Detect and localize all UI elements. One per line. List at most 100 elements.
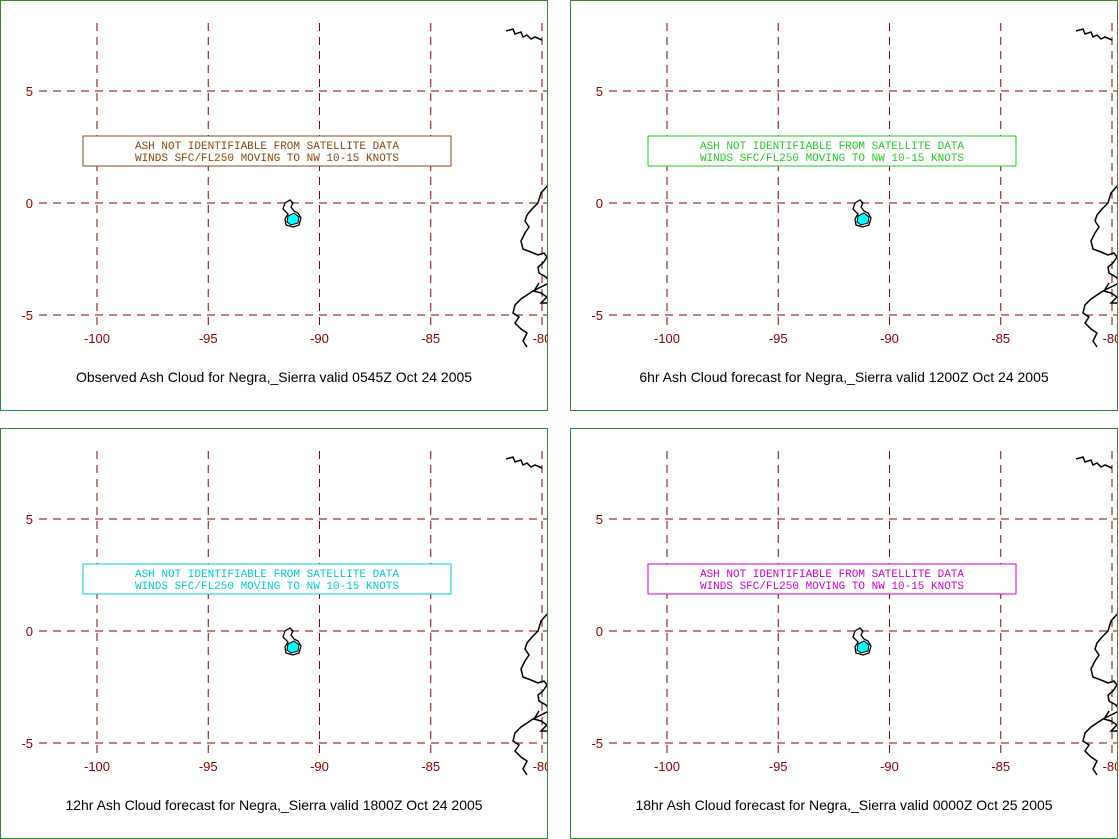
island-outline bbox=[282, 199, 302, 228]
panel-caption: 18hr Ash Cloud forecast for Negra,_Sierr… bbox=[635, 797, 1053, 813]
y-tick-label: 0 bbox=[596, 196, 603, 211]
y-tick-label: -5 bbox=[21, 736, 33, 751]
y-tick-label: 0 bbox=[26, 196, 33, 211]
grid-lines bbox=[609, 451, 1117, 754]
coastline-segment bbox=[1075, 28, 1113, 41]
x-tick-label: -85 bbox=[991, 759, 1010, 774]
coastline-segment bbox=[520, 185, 547, 280]
map-canvas: -100 -95 -90 -85 -80 5 0 -5 ASH NOT IDENTIFIAB… bbox=[591, 23, 1118, 348]
coastline bbox=[1075, 28, 1117, 348]
note-box-border bbox=[647, 563, 1017, 595]
y-axis-labels: 5 0 -5 bbox=[21, 84, 33, 323]
volcano-island bbox=[852, 199, 872, 228]
panel-caption: 6hr Ash Cloud forecast for Negra,_Sierra… bbox=[639, 369, 1049, 385]
map-panel-observed: -100 -95 -90 -85 -80 5 0 -5 ASH NOT IDENTIFIAB… bbox=[0, 0, 548, 411]
x-tick-label: -95 bbox=[199, 759, 218, 774]
volcano-marker bbox=[286, 212, 300, 226]
y-tick-label: -5 bbox=[591, 308, 603, 323]
y-axis-labels: 5 0 -5 bbox=[21, 512, 33, 751]
x-tick-label: -95 bbox=[199, 331, 218, 346]
coastline-segment bbox=[505, 456, 543, 469]
coastline-segment bbox=[1102, 710, 1117, 732]
x-axis-labels: -100 -95 -90 -85 -80 bbox=[654, 331, 1118, 346]
x-tick-label: -90 bbox=[310, 759, 329, 774]
coastline-segment bbox=[1090, 613, 1117, 708]
coastline bbox=[505, 456, 547, 776]
coastline-segment bbox=[1090, 185, 1117, 280]
x-tick-label: -90 bbox=[310, 331, 329, 346]
x-tick-label: -80 bbox=[1103, 759, 1118, 774]
grid-lines bbox=[609, 23, 1117, 326]
x-tick-label: -85 bbox=[421, 759, 440, 774]
map-canvas: -100 -95 -90 -85 -80 5 0 -5 ASH NOT IDENTIFIAB… bbox=[591, 451, 1118, 776]
note-line-2: WINDS SFC/FL250 MOVING TO NW 10-15 KNOTS bbox=[700, 581, 964, 593]
y-tick-label: 5 bbox=[26, 84, 33, 99]
note-line-2: WINDS SFC/FL250 MOVING TO NW 10-15 KNOTS bbox=[135, 153, 399, 165]
coastline-segment bbox=[532, 282, 547, 304]
ash-note-box: ASH NOT IDENTIFIABLE FROM SATELLITE DATA… bbox=[647, 563, 1017, 595]
y-tick-label: 5 bbox=[26, 512, 33, 527]
x-tick-label: -80 bbox=[533, 759, 548, 774]
note-box-border bbox=[82, 135, 452, 167]
ash-note-box: ASH NOT IDENTIFIABLE FROM SATELLITE DATA… bbox=[647, 135, 1017, 167]
x-tick-label: -85 bbox=[421, 331, 440, 346]
coastline-segment bbox=[505, 28, 543, 41]
x-tick-label: -100 bbox=[84, 331, 110, 346]
x-tick-label: -80 bbox=[533, 331, 548, 346]
x-tick-label: -95 bbox=[769, 759, 788, 774]
volcano-marker bbox=[856, 640, 870, 654]
x-tick-label: -90 bbox=[880, 331, 899, 346]
volcano-island bbox=[282, 199, 302, 228]
y-tick-label: -5 bbox=[591, 736, 603, 751]
note-box-border bbox=[647, 135, 1017, 167]
coastline-segment bbox=[520, 613, 547, 708]
x-tick-label: -95 bbox=[769, 331, 788, 346]
y-tick-label: 0 bbox=[596, 624, 603, 639]
map-canvas: -100 -95 -90 -85 -80 5 0 -5 ASH NOT IDENTIFIAB… bbox=[21, 23, 548, 348]
coastline-segment bbox=[512, 283, 547, 348]
coastline-segment bbox=[512, 711, 547, 776]
x-tick-label: -90 bbox=[880, 759, 899, 774]
x-axis-labels: -100 -95 -90 -85 -80 bbox=[84, 331, 548, 346]
x-tick-label: -100 bbox=[654, 331, 680, 346]
coastline-segment bbox=[1082, 711, 1117, 776]
note-line-1: ASH NOT IDENTIFIABLE FROM SATELLITE DATA bbox=[135, 569, 399, 581]
note-line-2: WINDS SFC/FL250 MOVING TO NW 10-15 KNOTS bbox=[135, 581, 399, 593]
note-box-border bbox=[82, 563, 452, 595]
y-axis-labels: 5 0 -5 bbox=[591, 512, 603, 751]
x-tick-label: -100 bbox=[654, 759, 680, 774]
coastline bbox=[505, 28, 547, 348]
y-tick-label: -5 bbox=[21, 308, 33, 323]
note-line-1: ASH NOT IDENTIFIABLE FROM SATELLITE DATA bbox=[700, 569, 964, 581]
x-tick-label: -100 bbox=[84, 759, 110, 774]
map-panel-18hr: -100 -95 -90 -85 -80 5 0 -5 ASH NOT IDENTIFIAB… bbox=[570, 428, 1118, 839]
map-canvas: -100 -95 -90 -85 -80 5 0 -5 ASH NOT IDENTIFIAB… bbox=[21, 451, 548, 776]
volcano-island bbox=[282, 627, 302, 656]
coastline-segment bbox=[1075, 456, 1113, 469]
y-axis-labels: 5 0 -5 bbox=[591, 84, 603, 323]
grid-lines bbox=[39, 451, 547, 754]
ash-note-box: ASH NOT IDENTIFIABLE FROM SATELLITE DATA… bbox=[82, 563, 452, 595]
ash-note-box: ASH NOT IDENTIFIABLE FROM SATELLITE DATA… bbox=[82, 135, 452, 167]
island-outline bbox=[852, 627, 872, 656]
map-panel-12hr: -100 -95 -90 -85 -80 5 0 -5 ASH NOT IDENTIFIAB… bbox=[0, 428, 548, 839]
island-outline bbox=[282, 627, 302, 656]
y-tick-label: 5 bbox=[596, 512, 603, 527]
x-tick-label: -80 bbox=[1103, 331, 1118, 346]
note-line-1: ASH NOT IDENTIFIABLE FROM SATELLITE DATA bbox=[700, 141, 964, 153]
x-tick-label: -85 bbox=[991, 331, 1010, 346]
map-panel-6hr: -100 -95 -90 -85 -80 5 0 -5 ASH NOT IDENTIFIAB… bbox=[570, 0, 1118, 411]
coastline-segment bbox=[1082, 283, 1117, 348]
note-line-2: WINDS SFC/FL250 MOVING TO NW 10-15 KNOTS bbox=[700, 153, 964, 165]
panel-caption: 12hr Ash Cloud forecast for Negra,_Sierr… bbox=[65, 797, 483, 813]
x-axis-labels: -100 -95 -90 -85 -80 bbox=[654, 759, 1118, 774]
grid-lines bbox=[39, 23, 547, 326]
coastline-segment bbox=[532, 710, 547, 732]
island-outline bbox=[852, 199, 872, 228]
note-line-1: ASH NOT IDENTIFIABLE FROM SATELLITE DATA bbox=[135, 141, 399, 153]
volcano-marker bbox=[286, 640, 300, 654]
coastline bbox=[1075, 456, 1117, 776]
volcano-island bbox=[852, 627, 872, 656]
panel-caption: Observed Ash Cloud for Negra,_Sierra val… bbox=[75, 369, 473, 385]
volcano-marker bbox=[856, 212, 870, 226]
